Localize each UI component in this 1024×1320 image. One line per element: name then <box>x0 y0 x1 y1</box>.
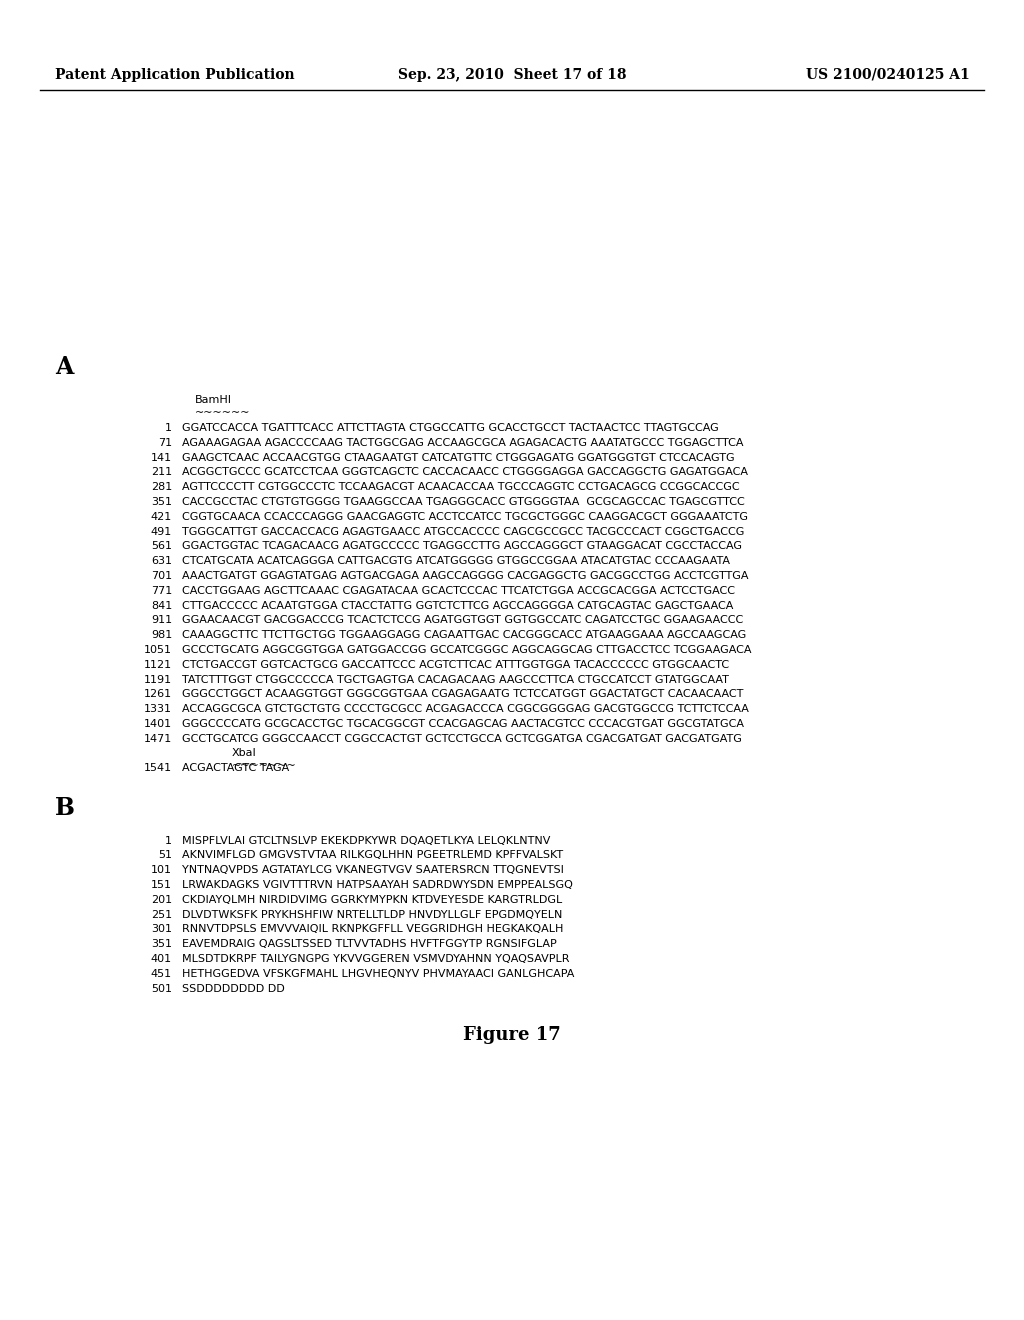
Text: 561: 561 <box>151 541 172 552</box>
Text: 1: 1 <box>165 422 172 433</box>
Text: 211: 211 <box>151 467 172 478</box>
Text: 1541: 1541 <box>144 763 172 772</box>
Text: 1051: 1051 <box>144 645 172 655</box>
Text: 981: 981 <box>151 630 172 640</box>
Text: DLVDTWKSFK PRYKHSHFIW NRTELLTLDP HNVDYLLGLF EPGDMQYELN: DLVDTWKSFK PRYKHSHFIW NRTELLTLDP HNVDYLL… <box>182 909 562 920</box>
Text: LRWAKDAGKS VGIVTTTRVN HATPSAAYAH SADRDWYSDN EMPPEALSGQ: LRWAKDAGKS VGIVTTTRVN HATPSAAYAH SADRDWY… <box>182 880 572 890</box>
Text: 1: 1 <box>165 836 172 846</box>
Text: GGACTGGTAC TCAGACAACG AGATGCCCCC TGAGGCCTTG AGCCAGGGCT GTAAGGACAT CGCCTACCAG: GGACTGGTAC TCAGACAACG AGATGCCCCC TGAGGCC… <box>182 541 742 552</box>
Text: 631: 631 <box>151 556 172 566</box>
Text: 71: 71 <box>158 438 172 447</box>
Text: 841: 841 <box>151 601 172 611</box>
Text: GCCTGCATCG GGGCCAACCT CGGCCACTGT GCTCCTGCCA GCTCGGATGA CGACGATGAT GACGATGATG: GCCTGCATCG GGGCCAACCT CGGCCACTGT GCTCCTG… <box>182 734 741 743</box>
Text: 771: 771 <box>151 586 172 595</box>
Text: 251: 251 <box>151 909 172 920</box>
Text: CACCGCCTAC CTGTGTGGGG TGAAGGCCAA TGAGGGCACC GTGGGGTAA  GCGCAGCCAC TGAGCGTTCC: CACCGCCTAC CTGTGTGGGG TGAAGGCCAA TGAGGGC… <box>182 498 744 507</box>
Text: MLSDTDKRPF TAILYGNGPG YKVVGGEREN VSMVDYAHNN YQAQSAVPLR: MLSDTDKRPF TAILYGNGPG YKVVGGEREN VSMVDYA… <box>182 954 569 964</box>
Text: 351: 351 <box>151 498 172 507</box>
Text: SSDDDDDDDD DD: SSDDDDDDDD DD <box>182 983 285 994</box>
Text: TGGGCATTGT GACCACCACG AGAGTGAACC ATGCCACCCC CAGCGCCGCC TACGCCCACT CGGCTGACCG: TGGGCATTGT GACCACCACG AGAGTGAACC ATGCCAC… <box>182 527 744 537</box>
Text: 451: 451 <box>151 969 172 979</box>
Text: ACGACTAGTC TAGA: ACGACTAGTC TAGA <box>182 763 289 772</box>
Text: 1331: 1331 <box>144 704 172 714</box>
Text: CKDIAYQLMH NIRDIDVIMG GGRKYMYPKN KTDVEYESDE KARGTRLDGL: CKDIAYQLMH NIRDIDVIMG GGRKYMYPKN KTDVEYE… <box>182 895 562 904</box>
Text: 1191: 1191 <box>144 675 172 685</box>
Text: A: A <box>55 355 74 379</box>
Text: GGGCCTGGCT ACAAGGTGGT GGGCGGTGAA CGAGAGAATG TCTCCATGGT GGACTATGCT CACAACAACT: GGGCCTGGCT ACAAGGTGGT GGGCGGTGAA CGAGAGA… <box>182 689 743 700</box>
Text: 1401: 1401 <box>144 719 172 729</box>
Text: AKNVIMFLGD GMGVSTVTAA RILKGQLHHN PGEETRLEMD KPFFVALSKT: AKNVIMFLGD GMGVSTVTAA RILKGQLHHN PGEETRL… <box>182 850 563 861</box>
Text: AGAAAGAGAA AGACCCCAAG TACTGGCGAG ACCAAGCGCA AGAGACACTG AAATATGCCC TGGAGCTTCA: AGAAAGAGAA AGACCCCAAG TACTGGCGAG ACCAAGC… <box>182 438 743 447</box>
Text: 401: 401 <box>151 954 172 964</box>
Text: 501: 501 <box>151 983 172 994</box>
Text: Figure 17: Figure 17 <box>463 1027 561 1044</box>
Text: XbaI: XbaI <box>232 747 257 758</box>
Text: BamHI: BamHI <box>195 395 232 405</box>
Text: 491: 491 <box>151 527 172 537</box>
Text: 51: 51 <box>158 850 172 861</box>
Text: 101: 101 <box>151 865 172 875</box>
Text: US 2100/0240125 A1: US 2100/0240125 A1 <box>806 69 970 82</box>
Text: GGAACAACGT GACGGACCCG TCACTCTCCG AGATGGTGGT GGTGGCCATC CAGATCCTGC GGAAGAACCC: GGAACAACGT GACGGACCCG TCACTCTCCG AGATGGT… <box>182 615 743 626</box>
Text: CGGTGCAACA CCACCCAGGG GAACGAGGTC ACCTCCATCC TGCGCTGGGC CAAGGACGCT GGGAAATCTG: CGGTGCAACA CCACCCAGGG GAACGAGGTC ACCTCCA… <box>182 512 748 521</box>
Text: CAAAGGCTTC TTCTTGCTGG TGGAAGGAGG CAGAATTGAC CACGGGCACC ATGAAGGAAA AGCCAAGCAG: CAAAGGCTTC TTCTTGCTGG TGGAAGGAGG CAGAATT… <box>182 630 746 640</box>
Text: AGTTCCCCTT CGTGGCCCTC TCCAAGACGT ACAACACCAA TGCCCAGGTC CCTGACAGCG CCGGCACCGC: AGTTCCCCTT CGTGGCCCTC TCCAAGACGT ACAACAC… <box>182 482 739 492</box>
Text: HETHGGEDVA VFSKGFMAHL LHGVHEQNYV PHVMAYAACI GANLGHCAPA: HETHGGEDVA VFSKGFMAHL LHGVHEQNYV PHVMAYA… <box>182 969 574 979</box>
Text: Patent Application Publication: Patent Application Publication <box>55 69 295 82</box>
Text: 911: 911 <box>151 615 172 626</box>
Text: EAVEMDRAIG QAGSLTSSED TLTVVTADHS HVFTFGGYTP RGNSIFGLAP: EAVEMDRAIG QAGSLTSSED TLTVVTADHS HVFTFGG… <box>182 940 557 949</box>
Text: 201: 201 <box>151 895 172 904</box>
Text: ~~~~~~~: ~~~~~~~ <box>232 760 297 771</box>
Text: AAACTGATGT GGAGTATGAG AGTGACGAGA AAGCCAGGGG CACGAGGCTG GACGGCCTGG ACCTCGTTGA: AAACTGATGT GGAGTATGAG AGTGACGAGA AAGCCAG… <box>182 572 749 581</box>
Text: 421: 421 <box>151 512 172 521</box>
Text: 151: 151 <box>151 880 172 890</box>
Text: B: B <box>55 796 75 820</box>
Text: CTCATGCATA ACATCAGGGA CATTGACGTG ATCATGGGGG GTGGCCGGAA ATACATGTAC CCCAAGAATA: CTCATGCATA ACATCAGGGA CATTGACGTG ATCATGG… <box>182 556 730 566</box>
Text: 701: 701 <box>151 572 172 581</box>
Text: CTTGACCCCC ACAATGTGGA CTACCTATTG GGTCTCTTCG AGCCAGGGGA CATGCAGTAC GAGCTGAACA: CTTGACCCCC ACAATGTGGA CTACCTATTG GGTCTCT… <box>182 601 733 611</box>
Text: ACGGCTGCCC GCATCCTCAA GGGTCAGCTC CACCACAACC CTGGGGAGGA GACCAGGCTG GAGATGGACA: ACGGCTGCCC GCATCCTCAA GGGTCAGCTC CACCACA… <box>182 467 748 478</box>
Text: 351: 351 <box>151 940 172 949</box>
Text: ACCAGGCGCA GTCTGCTGTG CCCCTGCGCC ACGAGACCCA CGGCGGGGAG GACGTGGCCG TCTTCTCCAA: ACCAGGCGCA GTCTGCTGTG CCCCTGCGCC ACGAGAC… <box>182 704 749 714</box>
Text: GCCCTGCATG AGGCGGTGGA GATGGACCGG GCCATCGGGC AGGCAGGCAG CTTGACCTCC TCGGAAGACA: GCCCTGCATG AGGCGGTGGA GATGGACCGG GCCATCG… <box>182 645 752 655</box>
Text: Sep. 23, 2010  Sheet 17 of 18: Sep. 23, 2010 Sheet 17 of 18 <box>397 69 627 82</box>
Text: 1261: 1261 <box>144 689 172 700</box>
Text: GGATCCACCA TGATTTCACC ATTCTTAGTA CTGGCCATTG GCACCTGCCT TACTAACTCC TTAGTGCCAG: GGATCCACCA TGATTTCACC ATTCTTAGTA CTGGCCA… <box>182 422 719 433</box>
Text: MISPFLVLAI GTCLTNSLVP EKEKDPKYWR DQAQETLKYA LELQKLNTNV: MISPFLVLAI GTCLTNSLVP EKEKDPKYWR DQAQETL… <box>182 836 550 846</box>
Text: 141: 141 <box>151 453 172 462</box>
Text: GAAGCTCAAC ACCAACGTGG CTAAGAATGT CATCATGTTC CTGGGAGATG GGATGGGTGT CTCCACAGTG: GAAGCTCAAC ACCAACGTGG CTAAGAATGT CATCATG… <box>182 453 734 462</box>
Text: 1471: 1471 <box>143 734 172 743</box>
Text: 301: 301 <box>151 924 172 935</box>
Text: YNTNAQVPDS AGTATAYLCG VKANEGTVGV SAATERSRCN TTQGNEVTSI: YNTNAQVPDS AGTATAYLCG VKANEGTVGV SAATERS… <box>182 865 564 875</box>
Text: 281: 281 <box>151 482 172 492</box>
Text: TATCTTTGGT CTGGCCCCCA TGCTGAGTGA CACAGACAAG AAGCCCTTCA CTGCCATCCT GTATGGCAAT: TATCTTTGGT CTGGCCCCCA TGCTGAGTGA CACAGAC… <box>182 675 729 685</box>
Text: 1121: 1121 <box>144 660 172 669</box>
Text: GGGCCCCATG GCGCACCTGC TGCACGGCGT CCACGAGCAG AACTACGTCC CCCACGTGAT GGCGTATGCA: GGGCCCCATG GCGCACCTGC TGCACGGCGT CCACGAG… <box>182 719 744 729</box>
Text: CTCTGACCGT GGTCACTGCG GACCATTCCC ACGTCTTCAC ATTTGGTGGA TACACCCCCC GTGGCAACTC: CTCTGACCGT GGTCACTGCG GACCATTCCC ACGTCTT… <box>182 660 729 669</box>
Text: CACCTGGAAG AGCTTCAAAC CGAGATACAA GCACTCCCAC TTCATCTGGA ACCGCACGGA ACTCCTGACC: CACCTGGAAG AGCTTCAAAC CGAGATACAA GCACTCC… <box>182 586 735 595</box>
Text: RNNVTDPSLS EMVVVAIQIL RKNPKGFFLL VEGGRIDHGH HEGKAKQALH: RNNVTDPSLS EMVVVAIQIL RKNPKGFFLL VEGGRID… <box>182 924 563 935</box>
Text: ~~~~~~: ~~~~~~ <box>195 408 251 418</box>
